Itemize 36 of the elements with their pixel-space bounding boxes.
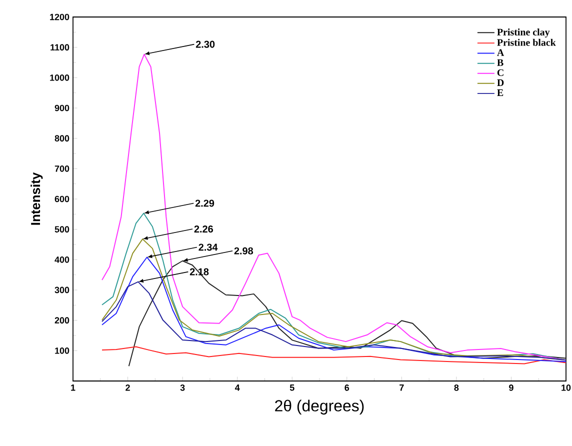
annotation: 2.34 [198,244,218,251]
legend-label: E [497,89,504,96]
x-tick-label: 4 [234,384,240,391]
x-tick-label: 3 [180,384,185,391]
y-tick-label: 400 [54,256,70,263]
x-tick-label: 8 [454,384,459,391]
x-tick-label: 2 [126,384,130,391]
y-tick-label: 600 [54,196,70,202]
x-tick-label: 10 [562,384,571,391]
y-axis-title: Intensity [30,172,43,225]
y-tick-label: 100 [55,347,70,354]
legend-label: C [497,69,504,76]
x-axis-title: 2θ (degrees) [275,400,364,415]
annotation: 2.98 [234,247,254,254]
legend-label: B [497,59,504,66]
y-tick-label: 500 [54,226,70,233]
legend-label: A [497,49,504,56]
y-tick-label: 1000 [50,74,70,81]
y-tick-label: 900 [54,104,70,112]
annotation: 2.29 [195,200,214,207]
annotation: 2.30 [196,40,215,48]
x-tick-label: 9 [509,384,514,391]
annotation: 2.26 [194,226,213,233]
legend-label: D [497,79,504,86]
x-tick-label: 7 [400,384,404,391]
y-tick-label: 1200 [50,14,70,20]
x-tick-label: 5 [290,384,294,391]
legend-label: Pristine clay [497,28,550,38]
y-tick-label: 1100 [50,44,70,51]
x-tick-label: 6 [344,384,350,391]
y-tick-label: 800 [54,135,70,142]
y-tick-label: 300 [54,286,70,294]
y-tick-label: 700 [54,165,70,172]
legend-label: Pristine black [497,38,556,46]
x-tick-label: 1 [71,384,76,391]
y-tick-label: 200 [54,317,70,324]
